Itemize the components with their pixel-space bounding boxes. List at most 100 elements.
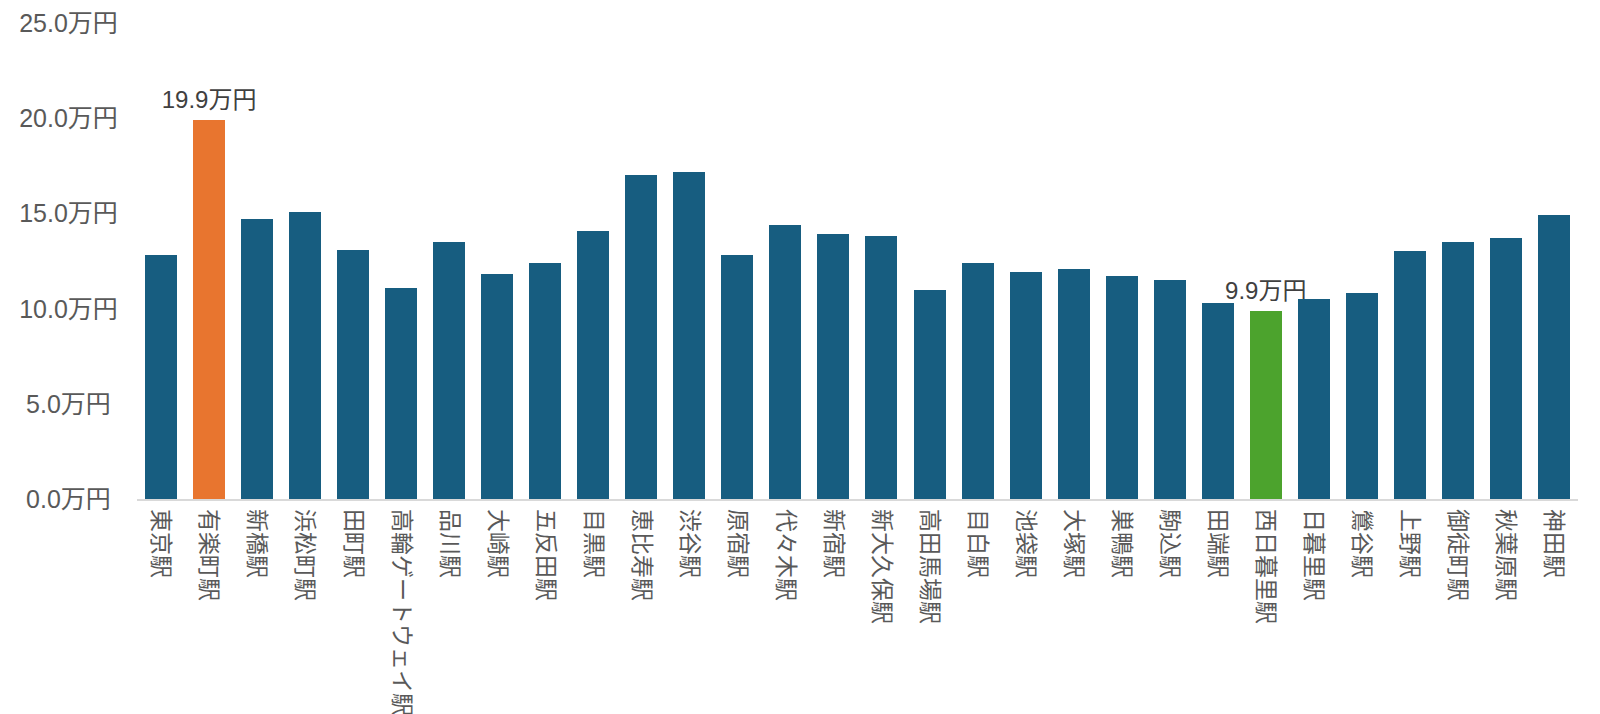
bar-slot — [1530, 23, 1578, 499]
x-tick-label: 鶯谷駅 — [1347, 509, 1376, 578]
x-tick-label: 新橋駅 — [243, 509, 272, 578]
x-tick-label: 田町駅 — [339, 509, 368, 578]
x-label-slot: 池袋駅 — [1002, 509, 1050, 713]
bar[interactable] — [529, 263, 561, 499]
x-axis-labels: 東京駅有楽町駅新橋駅浜松町駅田町駅高輪ゲートウェイ駅品川駅大崎駅五反田駅目黒駅恵… — [137, 501, 1578, 713]
x-tick-label: 目黒駅 — [579, 509, 608, 578]
bar-slot — [1002, 23, 1050, 499]
bar[interactable] — [865, 236, 897, 499]
bar[interactable] — [1442, 242, 1474, 499]
bar[interactable] — [769, 225, 801, 499]
bar-slot — [425, 23, 473, 499]
bar[interactable] — [577, 231, 609, 499]
y-tick-label: 5.0万円 — [0, 391, 137, 416]
bar[interactable] — [1346, 293, 1378, 499]
x-tick-label: 高田馬場駅 — [915, 509, 944, 624]
bar-slot — [954, 23, 1002, 499]
x-label-slot: 大塚駅 — [1050, 509, 1098, 713]
bar-slot — [569, 23, 617, 499]
bar-slot: 19.9万円 — [185, 23, 233, 499]
bar[interactable] — [481, 274, 513, 499]
x-tick-label: 有楽町駅 — [195, 509, 224, 601]
x-tick-label: 御徒町駅 — [1443, 509, 1472, 601]
bar[interactable] — [433, 242, 465, 499]
bar[interactable] — [145, 255, 177, 499]
bar-slot — [1146, 23, 1194, 499]
bar[interactable] — [1394, 251, 1426, 499]
bar[interactable] — [241, 219, 273, 499]
x-tick-label: 日暮里駅 — [1299, 509, 1328, 601]
y-tick-label: 10.0万円 — [0, 296, 137, 321]
y-tick-label: 20.0万円 — [0, 106, 137, 131]
bar-slot — [857, 23, 905, 499]
x-label-slot: 目白駅 — [954, 509, 1002, 713]
bar[interactable] — [962, 263, 994, 499]
bar[interactable] — [385, 288, 417, 499]
x-tick-label: 大崎駅 — [483, 509, 512, 578]
x-tick-label: 池袋駅 — [1011, 509, 1040, 578]
x-label-slot: 西日暮里駅 — [1242, 509, 1290, 713]
bar[interactable] — [1298, 299, 1330, 499]
bar[interactable] — [673, 172, 705, 499]
bar[interactable] — [721, 255, 753, 499]
bar-slot — [1194, 23, 1242, 499]
bar-slot — [1098, 23, 1146, 499]
x-label-slot: 上野駅 — [1386, 509, 1434, 713]
y-tick-label: 15.0万円 — [0, 201, 137, 226]
bar[interactable] — [1154, 280, 1186, 499]
x-label-slot: 品川駅 — [425, 509, 473, 713]
x-label-slot: 大崎駅 — [473, 509, 521, 713]
bar-slot — [1290, 23, 1338, 499]
y-tick-label: 0.0万円 — [0, 487, 137, 512]
x-tick-label: 新宿駅 — [819, 509, 848, 578]
bar-slot — [473, 23, 521, 499]
bar-slot — [1386, 23, 1434, 499]
bar[interactable] — [193, 120, 225, 499]
x-label-slot: 目黒駅 — [569, 509, 617, 713]
x-label-slot: 田町駅 — [329, 509, 377, 713]
bar[interactable] — [1250, 311, 1282, 499]
bar[interactable] — [1538, 215, 1570, 499]
x-label-slot: 神田駅 — [1530, 509, 1578, 713]
bar[interactable] — [625, 175, 657, 499]
bar[interactable] — [1490, 238, 1522, 499]
bar[interactable] — [1010, 272, 1042, 499]
bar-slot: 9.9万円 — [1242, 23, 1290, 499]
bar-slot — [233, 23, 281, 499]
x-label-slot: 高輪ゲートウェイ駅 — [377, 509, 425, 713]
x-tick-label: 西日暮里駅 — [1251, 509, 1280, 624]
x-tick-label: 神田駅 — [1540, 509, 1569, 578]
x-tick-label: 新大久保駅 — [867, 509, 896, 624]
x-tick-label: 巣鴨駅 — [1107, 509, 1136, 578]
x-label-slot: 巣鴨駅 — [1098, 509, 1146, 713]
bar[interactable] — [817, 234, 849, 499]
x-label-slot: 鶯谷駅 — [1338, 509, 1386, 713]
x-tick-label: 目白駅 — [963, 509, 992, 578]
x-label-slot: 恵比寿駅 — [617, 509, 665, 713]
bar-slot — [377, 23, 425, 499]
x-tick-label: 五反田駅 — [531, 509, 560, 601]
bar-slot — [281, 23, 329, 499]
x-tick-label: 秋葉原駅 — [1492, 509, 1521, 601]
bar-slot — [809, 23, 857, 499]
x-label-slot: 駒込駅 — [1146, 509, 1194, 713]
x-tick-label: 駒込駅 — [1155, 509, 1184, 578]
bar-slot — [906, 23, 954, 499]
x-label-slot: 高田馬場駅 — [906, 509, 954, 713]
bar[interactable] — [289, 212, 321, 500]
bar-slot — [761, 23, 809, 499]
x-label-slot: 五反田駅 — [521, 509, 569, 713]
x-tick-label: 田端駅 — [1203, 509, 1232, 578]
bar[interactable] — [1058, 269, 1090, 499]
x-tick-label: 原宿駅 — [723, 509, 752, 578]
x-label-slot: 御徒町駅 — [1434, 509, 1482, 713]
bar-slot — [1338, 23, 1386, 499]
bar[interactable] — [1202, 303, 1234, 499]
x-label-slot: 新橋駅 — [233, 509, 281, 713]
x-tick-label: 恵比寿駅 — [627, 509, 656, 601]
bar[interactable] — [1106, 276, 1138, 499]
bar[interactable] — [914, 290, 946, 499]
x-label-slot: 東京駅 — [137, 509, 185, 713]
plot-area: 19.9万円 9.9万円 — [137, 23, 1578, 499]
bar[interactable] — [337, 250, 369, 499]
